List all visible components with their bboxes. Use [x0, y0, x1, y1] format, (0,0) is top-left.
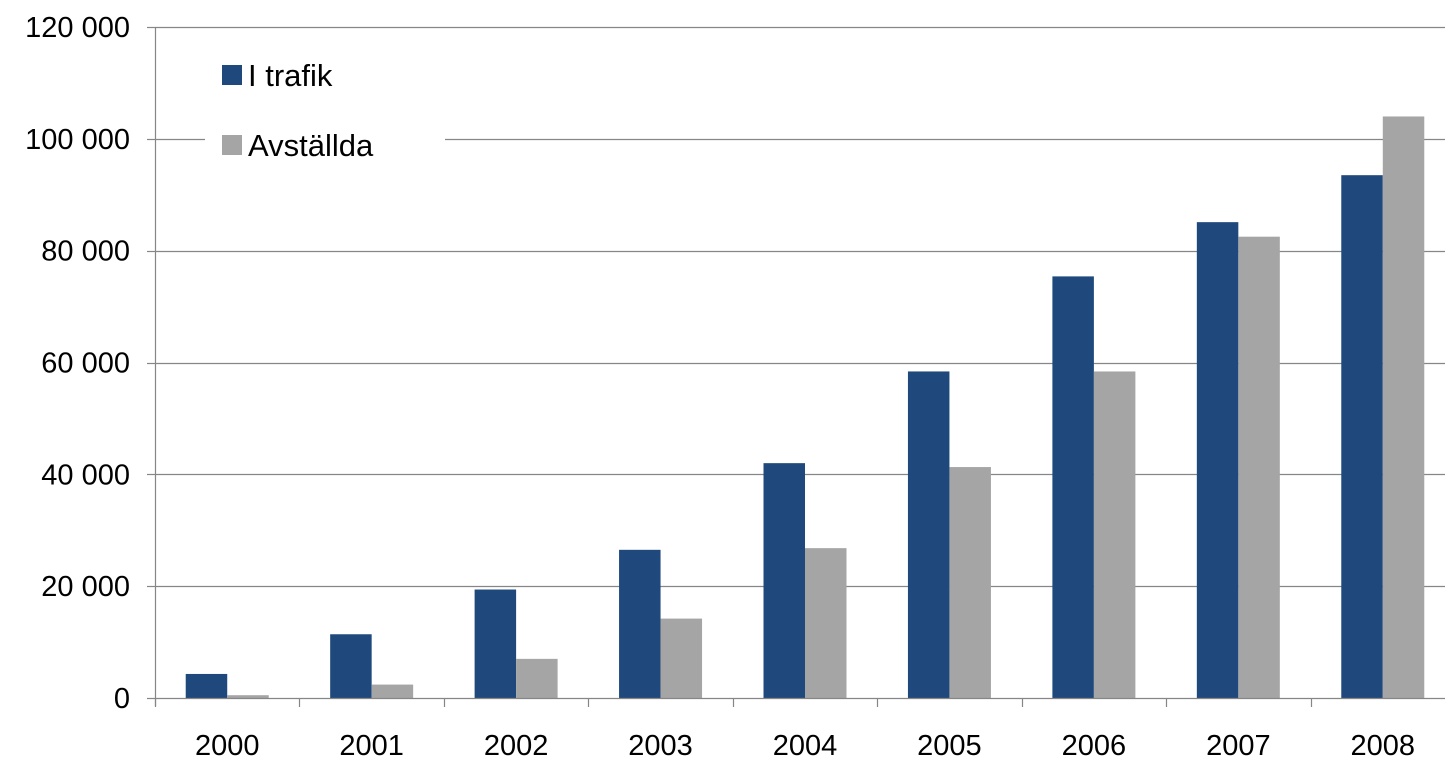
y-tick-label-4: 80 000 [41, 236, 130, 268]
x-tick-label-2005: 2005 [917, 730, 982, 760]
bar-avstallda-2002 [516, 658, 558, 698]
bar-avstallda-2001 [371, 684, 414, 698]
bars [185, 116, 1425, 698]
bar-i-trafik-2005 [907, 371, 950, 698]
y-tick-label-0: 0 [114, 683, 130, 715]
x-tick-label-2004: 2004 [773, 730, 838, 760]
legend-swatch-i-trafik [222, 65, 242, 85]
bar-avstallda-2008 [1382, 116, 1425, 698]
x-tick-label-2008: 2008 [1351, 730, 1416, 760]
bar-i-trafik-2006 [1052, 276, 1094, 698]
bar-avstallda-2003 [660, 618, 703, 698]
bar-i-trafik-2003 [619, 549, 661, 698]
y-tick-label-6: 120 000 [25, 12, 130, 44]
x-tick-label-2000: 2000 [195, 730, 260, 760]
y-tick-label-1: 20 000 [41, 571, 130, 603]
y-axis-tick-labels: 0 20 000 40 000 60 000 80 000 100 000 120 000 [25, 12, 130, 715]
bar-i-trafik-2002 [474, 589, 517, 698]
y-tick-label-5: 100 000 [25, 124, 130, 156]
legend-label-avstallda: Avställda [248, 128, 374, 163]
bar-i-trafik-2008 [1341, 175, 1383, 698]
bar-avstallda-2005 [949, 467, 991, 698]
bar-i-trafik-2001 [330, 634, 372, 698]
x-tick-label-2007: 2007 [1206, 730, 1271, 760]
x-tick-label-2003: 2003 [628, 730, 693, 760]
legend: I trafik Avställda [205, 45, 445, 175]
axes [147, 26, 1445, 707]
bar-avstallda-2006 [1093, 371, 1136, 698]
bar-i-trafik-2000 [185, 673, 228, 698]
legend-label-i-trafik: I trafik [248, 58, 333, 93]
bar-avstallda-2007 [1238, 236, 1280, 698]
legend-background [205, 45, 445, 175]
x-tick-label-2001: 2001 [339, 730, 404, 760]
bar-avstallda-2004 [805, 548, 847, 698]
x-tick-label-2002: 2002 [484, 730, 549, 760]
x-axis-tick-labels: 2000 2001 2002 2003 2004 2005 2006 2007 2008 [195, 730, 1416, 762]
bar-i-trafik-2007 [1196, 222, 1239, 698]
y-tick-label-2: 40 000 [41, 459, 130, 491]
legend-swatch-avstallda [222, 135, 242, 155]
x-tick-label-2006: 2006 [1062, 730, 1127, 760]
y-tick-label-3: 60 000 [41, 348, 130, 380]
bar-avstallda-2000 [227, 695, 269, 698]
bar-i-trafik-2004 [763, 463, 805, 698]
